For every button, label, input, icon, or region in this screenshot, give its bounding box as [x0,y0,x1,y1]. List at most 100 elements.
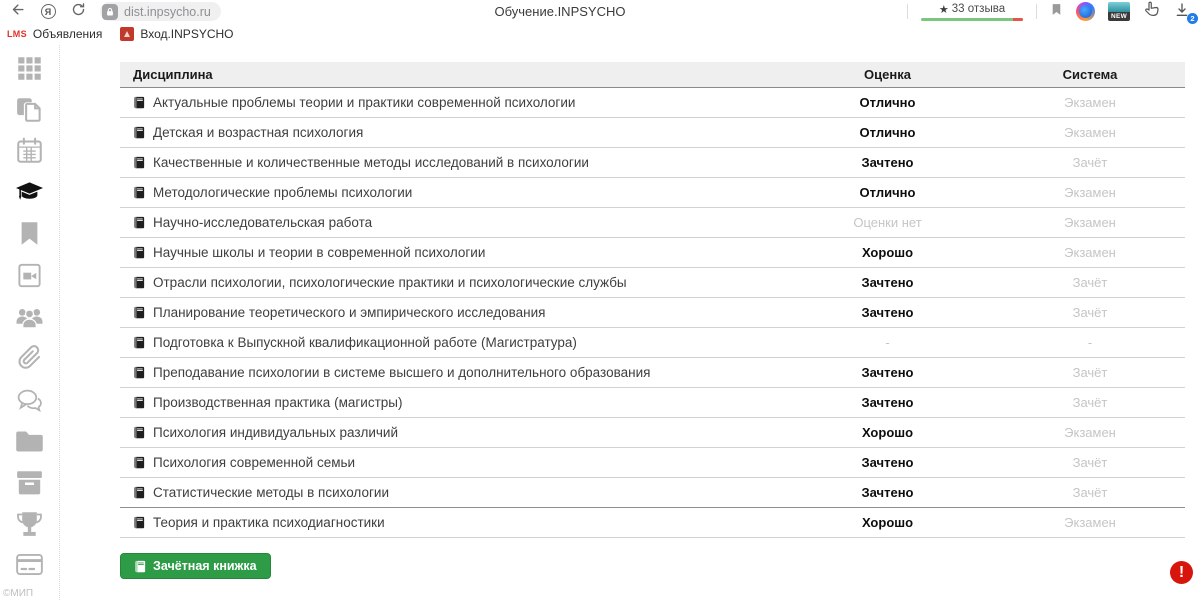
sidebar-item-video[interactable] [0,257,59,298]
documents-icon [16,96,43,128]
sidebar-item-bookmarks[interactable] [0,216,59,257]
table-row[interactable]: Планирование теоретического и эмпирическ… [120,298,1185,328]
system-cell: Зачёт [1072,275,1108,290]
bookmark-flag-button[interactable] [1050,2,1063,22]
system-cell: Экзамен [1064,125,1116,140]
bookmark-login-inpsycho[interactable]: Вход.INPSYCHO [120,27,234,41]
book-icon [133,516,146,529]
table-row[interactable]: Статистические методы в психологии Зачте… [120,478,1185,508]
alert-badge[interactable]: ! [1170,561,1193,584]
back-button[interactable] [8,2,28,22]
system-cell: Экзамен [1064,95,1116,110]
new-extension-icon[interactable]: NEW [1108,2,1130,21]
card-icon [16,551,43,583]
sidebar-item-grid[interactable] [0,50,59,91]
discipline-cell-label: Теория и практика психодиагностики [153,515,385,530]
table-row[interactable]: Научно-исследовательская работа Оценки н… [120,208,1185,238]
lock-icon[interactable] [102,3,118,20]
grade-cell: Отлично [859,125,916,140]
grade-cell: Зачтено [861,305,914,320]
system-cell: - [1087,335,1093,350]
hand-pointer-icon[interactable] [1143,0,1161,23]
downloads-button[interactable]: 2 [1174,2,1198,24]
refresh-button[interactable] [68,2,88,22]
book-icon [133,426,146,439]
reviews-widget[interactable]: ★ 33 отзыва [921,3,1023,21]
extension-color-circle-icon[interactable] [1076,2,1095,21]
table-row[interactable]: Психология современной семьи Зачтено Зач… [120,448,1185,478]
book-icon [133,396,146,409]
table-row[interactable]: Актуальные проблемы теории и практики со… [120,88,1185,118]
bookmark-icon [16,220,43,252]
gradebook-button[interactable]: Зачётная книжка [120,553,271,579]
system-cell: Зачёт [1072,155,1108,170]
paperclip-icon [16,344,43,376]
discipline-cell-label: Психология современной семьи [153,455,356,470]
yandex-button[interactable]: Я [38,2,58,22]
grades-table-header: Дисциплина Оценка Система [120,62,1185,88]
bookmark-label: Вход.INPSYCHO [140,27,234,41]
sidebar-item-documents[interactable] [0,91,59,132]
system-cell: Экзамен [1064,185,1116,200]
sidebar-item-achievements[interactable] [0,505,59,546]
sidebar-item-payments[interactable] [0,547,59,588]
calendar-icon [16,137,43,169]
sidebar-item-education[interactable] [0,174,59,215]
lms-logo-icon: LMS [7,29,27,39]
system-cell: Зачёт [1072,395,1108,410]
sidebar-item-attachments[interactable] [0,340,59,381]
table-row[interactable]: Качественные и количественные методы исс… [120,148,1185,178]
system-cell: Экзамен [1064,215,1116,230]
book-icon [133,486,146,499]
url-text: dist.inpsycho.ru [124,4,211,19]
bookmark-announcements[interactable]: LMS Объявления [7,27,102,41]
table-row[interactable]: Подготовка к Выпускной квалификационной … [120,328,1185,358]
table-row[interactable]: Преподавание психологии в системе высшег… [120,358,1185,388]
table-row[interactable]: Отрасли психологии, психологические прак… [120,268,1185,298]
book-icon [133,246,146,259]
grade-cell: Зачтено [861,395,914,410]
grade-cell: Зачтено [861,455,914,470]
sidebar-item-calendar[interactable] [0,133,59,174]
grade-cell: Зачтено [861,155,914,170]
grade-cell: Хорошо [861,245,914,260]
table-row[interactable]: Психология индивидуальных различий Хорош… [120,418,1185,448]
header-discipline: Дисциплина [133,67,213,82]
table-row[interactable]: Производственная практика (магистры) Зач… [120,388,1185,418]
discipline-cell-label: Производственная практика (магистры) [153,395,403,410]
table-row[interactable]: Теория и практика психодиагностики Хорош… [120,508,1185,538]
downloads-count-badge: 2 [1187,12,1198,24]
table-row[interactable]: Детская и возрастная психология Отлично … [120,118,1185,148]
sidebar-item-files[interactable] [0,423,59,464]
header-grade: Оценка [864,67,911,82]
table-row[interactable]: Научные школы и теории в современной пси… [120,238,1185,268]
trophy-icon [16,510,43,542]
sidebar: ©МИП [0,45,60,600]
chat-icon [16,386,43,418]
grade-cell: Отлично [859,185,916,200]
system-cell: Зачёт [1072,485,1108,500]
discipline-cell-label: Научные школы и теории в современной пси… [153,245,486,260]
sidebar-item-users[interactable] [0,298,59,339]
grade-cell: Зачтено [861,485,914,500]
star-icon: ★ [938,3,949,16]
book-icon [133,126,146,139]
grid-icon [16,55,43,87]
discipline-cell-label: Планирование теоретического и эмпирическ… [153,305,546,320]
bookmark-label: Объявления [32,27,103,41]
system-cell: Зачёт [1072,365,1108,380]
copyright-label: ©МИП [3,588,34,599]
discipline-cell-label: Психология индивидуальных различий [153,425,398,440]
address-bar[interactable]: dist.inpsycho.ru [100,2,221,21]
table-row[interactable]: Методологические проблемы психологии Отл… [120,178,1185,208]
main-content: Дисциплина Оценка Система Актуальные про… [60,45,1200,600]
sidebar-item-messages[interactable] [0,381,59,422]
mip-logo-icon [120,27,135,41]
sidebar-item-archive[interactable] [0,464,59,505]
book-icon [133,156,146,169]
book-icon [133,276,146,289]
book-icon [133,306,146,319]
gradebook-button-label: Зачётная книжка [153,559,257,573]
discipline-cell-label: Отрасли психологии, психологические прак… [153,275,627,290]
grades-table-body: Актуальные проблемы теории и практики со… [120,88,1185,538]
